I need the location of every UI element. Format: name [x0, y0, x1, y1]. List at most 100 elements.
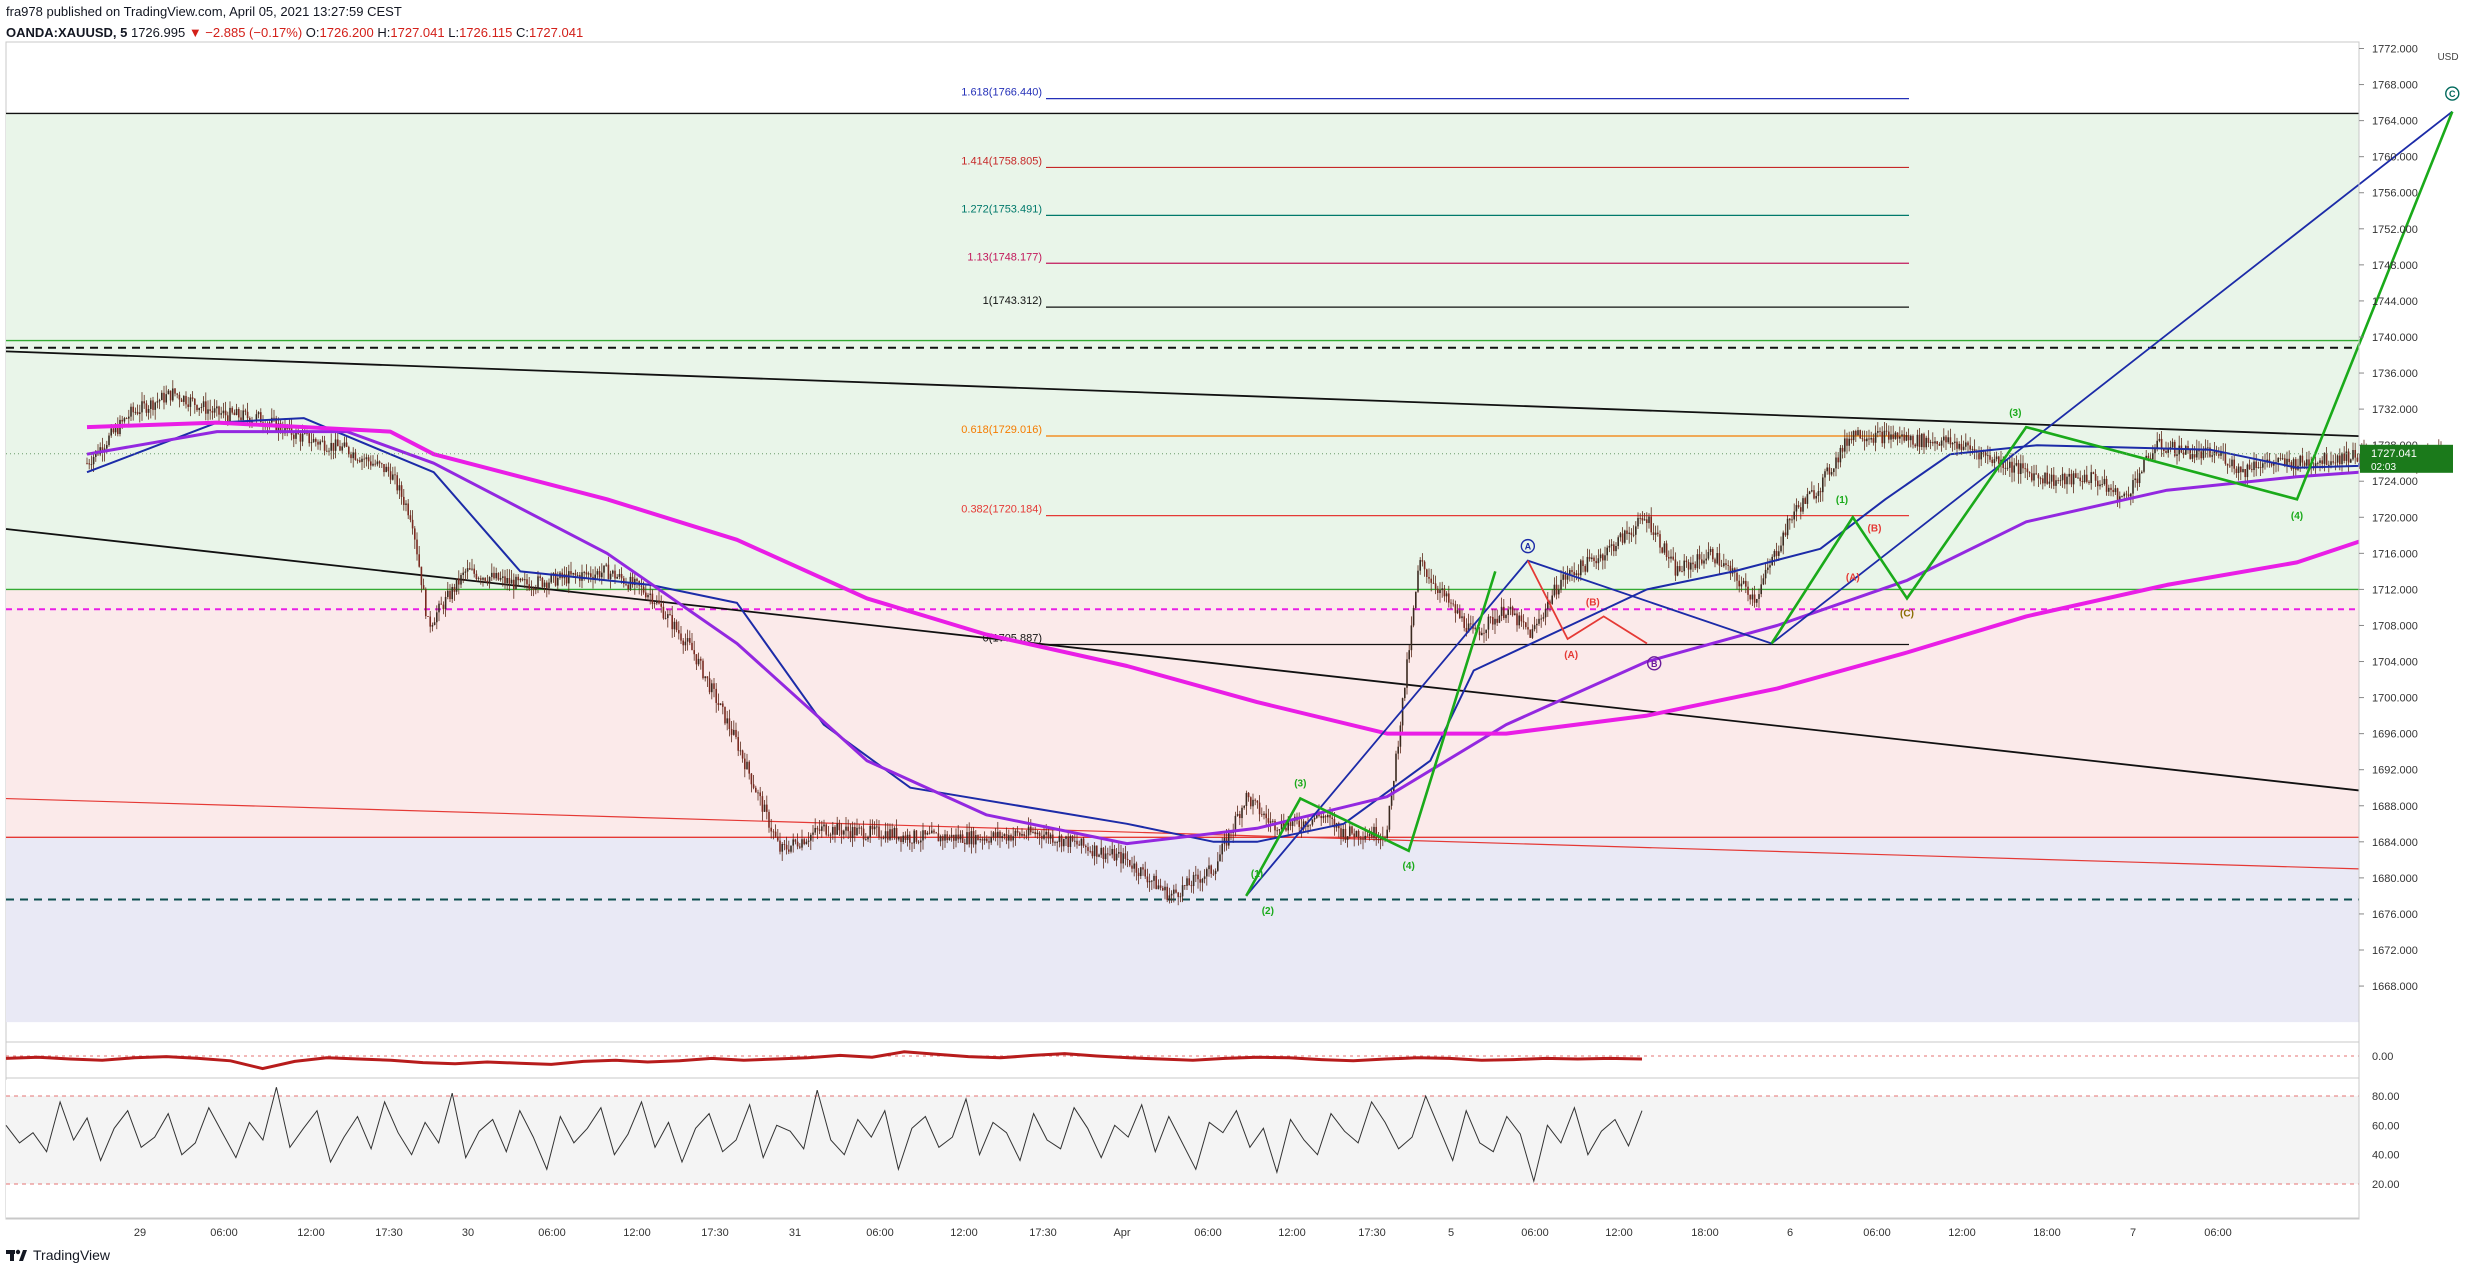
candle-body	[1703, 560, 1705, 564]
candle-body	[1423, 561, 1426, 570]
candle-body	[2112, 489, 2114, 493]
candle-body	[1406, 659, 1408, 688]
candle-body	[1553, 584, 1556, 596]
candle-body	[2114, 488, 2117, 493]
candle-body	[942, 836, 944, 841]
candle-body	[838, 823, 841, 831]
candle-body	[1828, 467, 1831, 475]
candle-body	[1555, 584, 1558, 595]
candle-body	[385, 466, 387, 473]
candle-body	[673, 621, 676, 630]
candle-body	[2141, 471, 2143, 474]
candle-body	[128, 416, 130, 419]
candle-body	[539, 576, 541, 578]
candle-body	[389, 471, 392, 480]
candle-body	[1593, 557, 1595, 561]
candle-body	[348, 446, 350, 455]
candle-body	[2022, 463, 2024, 469]
candle-body	[154, 402, 156, 410]
candle-body	[1971, 448, 1974, 450]
candle-body	[2134, 478, 2136, 481]
candle-body	[1846, 438, 1848, 446]
wave-label-circle	[1647, 656, 1662, 671]
candle-body	[616, 576, 618, 579]
high-label: H:	[377, 25, 391, 40]
price-tick-label: 1668.000	[2372, 981, 2418, 993]
candle-body	[2284, 458, 2286, 466]
candle-body	[1487, 616, 1490, 630]
candle-body	[207, 409, 209, 414]
candle-body	[216, 406, 218, 409]
candle-body	[244, 410, 247, 412]
candle-body	[2306, 459, 2308, 466]
candle-body	[2156, 440, 2158, 449]
candle-body	[1507, 609, 1509, 616]
candle-body	[422, 585, 425, 590]
candle-body	[1890, 434, 1892, 440]
candle-body	[178, 394, 181, 400]
candle-body	[1250, 797, 1252, 807]
candle-body	[1272, 820, 1274, 822]
change: ▼ −2.885 (−0.17%)	[188, 25, 303, 40]
candle-body	[345, 442, 348, 447]
candle-body	[1126, 858, 1129, 860]
candle-body	[145, 403, 148, 413]
candle-body	[515, 576, 517, 590]
time-tick-label: 06:00	[1521, 1227, 1549, 1239]
candle-body	[845, 826, 847, 831]
candle-body	[1203, 876, 1206, 879]
candle-body	[499, 577, 502, 580]
candle-body	[2130, 493, 2132, 497]
candle-body	[2207, 447, 2209, 449]
fibonacci-layer: 1.618(1766.440) 1.414(1758.805) 1.272(1753…	[961, 87, 1909, 646]
candle-body	[1822, 477, 1824, 493]
candle-body	[763, 804, 766, 812]
osc-tick-label: 0.00	[2372, 1051, 2393, 1063]
candle-body	[675, 621, 678, 631]
candle-body	[1492, 616, 1494, 625]
candle-body	[1615, 546, 1617, 552]
candle-body	[1725, 563, 1727, 566]
candle-body	[722, 703, 724, 707]
candle-body	[158, 400, 161, 402]
candle-body	[1254, 799, 1256, 801]
candle-body	[2059, 480, 2062, 482]
candle-body	[2334, 462, 2337, 464]
candle-body	[537, 576, 539, 588]
candle-body	[981, 839, 984, 841]
candle-body	[1311, 819, 1314, 825]
candle-body	[2220, 452, 2222, 456]
candle-body	[2119, 496, 2121, 502]
candle-body	[1432, 582, 1435, 584]
candle-body	[834, 826, 836, 835]
candle-body	[150, 400, 152, 409]
candle-body	[367, 457, 370, 462]
candle-body	[1793, 511, 1795, 520]
candle-body	[1346, 836, 1349, 840]
candle-body	[1228, 831, 1230, 846]
candle-body	[2251, 469, 2253, 471]
candle-body	[1641, 517, 1644, 521]
candle-body	[1219, 854, 1221, 862]
candle-body	[543, 582, 546, 587]
candle-body	[711, 683, 713, 693]
candle-body	[90, 464, 93, 466]
time-tick-label: 17:30	[701, 1227, 729, 1239]
candle-body	[420, 566, 423, 586]
price-tick-label: 1704.000	[2372, 657, 2418, 669]
candle-body	[1714, 559, 1716, 564]
candle-body	[1808, 491, 1811, 495]
time-tick-label: 06:00	[538, 1227, 566, 1239]
candle-body	[1021, 834, 1023, 836]
candle-body	[486, 580, 489, 583]
candle-body	[2136, 478, 2139, 484]
candle-body	[1569, 570, 1571, 576]
candle-body	[1421, 560, 1424, 562]
candle-body	[1912, 435, 1914, 445]
candle-body	[618, 573, 621, 577]
candle-body	[2295, 459, 2297, 470]
candle-body	[2211, 455, 2213, 457]
price-tick-label: 1772.000	[2372, 44, 2418, 56]
candle-body	[2319, 460, 2321, 463]
